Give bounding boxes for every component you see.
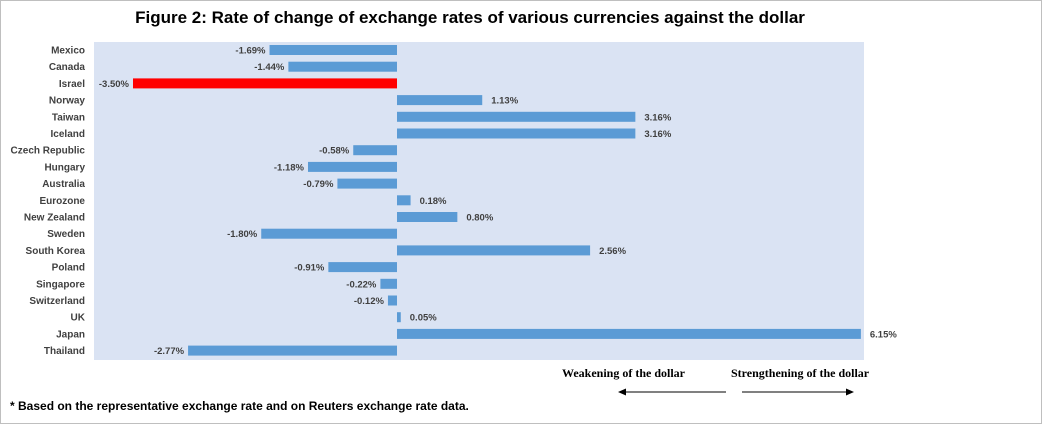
category-label-iceland: Iceland (51, 129, 85, 140)
category-label-norway: Norway (49, 96, 86, 107)
category-label-poland: Poland (52, 263, 85, 274)
value-label-canada: -1.44% (254, 62, 285, 73)
category-label-singapore: Singapore (36, 279, 85, 290)
value-label-australia: -0.79% (303, 179, 334, 190)
bar-mexico (269, 45, 397, 55)
bar-taiwan (397, 111, 636, 122)
value-label-poland: -0.91% (294, 263, 325, 274)
value-label-japan: 6.15% (870, 329, 897, 340)
bar-canada (288, 61, 397, 72)
value-label-south-korea: 2.56% (599, 246, 626, 257)
bar-sweden (261, 228, 397, 239)
value-label-czech-republic: -0.58% (319, 146, 350, 157)
category-label-mexico: Mexico (51, 46, 85, 57)
bar-czech-republic (353, 145, 397, 156)
bar-norway (397, 95, 483, 106)
chart-title: Figure 2: Rate of change of exchange rat… (135, 8, 805, 27)
bar-hungary (307, 161, 397, 172)
value-label-israel: -3.50% (99, 79, 130, 90)
bar-japan (397, 328, 861, 339)
category-label-new-zealand: New Zealand (24, 213, 85, 224)
value-label-mexico: -1.69% (235, 46, 266, 57)
category-label-hungary: Hungary (44, 162, 85, 173)
category-label-canada: Canada (49, 62, 86, 73)
value-label-hungary: -1.18% (274, 162, 305, 173)
category-label-australia: Australia (42, 179, 85, 190)
bar-eurozone (397, 195, 411, 206)
value-label-new-zealand: 0.80% (466, 213, 493, 224)
strengthening-dollar-label: Strengthening of the dollar (731, 366, 870, 380)
footnote: * Based on the representative exchange r… (10, 399, 469, 413)
bar-poland (328, 262, 397, 273)
value-label-norway: 1.13% (491, 96, 518, 107)
bar-new-zealand (397, 212, 458, 222)
plot-area (94, 42, 864, 360)
bar-australia (337, 178, 397, 189)
bar-thailand (188, 345, 397, 356)
category-label-taiwan: Taiwan (52, 112, 85, 123)
value-label-singapore: -0.22% (346, 279, 377, 290)
category-label-japan: Japan (56, 329, 85, 340)
weakening-dollar-label: Weakening of the dollar (562, 366, 686, 380)
category-label-thailand: Thailand (44, 346, 85, 357)
bar-israel (133, 78, 397, 89)
bar-iceland (397, 128, 636, 139)
bar-singapore (380, 278, 397, 289)
category-label-sweden: Sweden (47, 229, 85, 240)
category-label-south-korea: South Korea (26, 246, 86, 257)
value-label-taiwan: 3.16% (644, 112, 671, 123)
value-label-sweden: -1.80% (227, 229, 258, 240)
right-arrow-icon (742, 388, 854, 396)
category-label-switzerland: Switzerland (29, 296, 85, 307)
value-label-switzerland: -0.12% (354, 296, 385, 307)
value-label-thailand: -2.77% (154, 346, 185, 357)
category-label-israel: Israel (59, 79, 85, 90)
category-label-eurozone: Eurozone (39, 196, 85, 207)
bar-uk (397, 312, 401, 323)
category-label-czech-republic: Czech Republic (11, 146, 86, 157)
bar-switzerland (387, 295, 397, 306)
left-arrow-icon (618, 388, 726, 396)
bar-south-korea (397, 245, 591, 256)
value-label-uk: 0.05% (410, 313, 437, 324)
value-label-iceland: 3.16% (644, 129, 671, 140)
value-label-eurozone: 0.18% (420, 196, 447, 207)
category-label-uk: UK (71, 313, 86, 324)
